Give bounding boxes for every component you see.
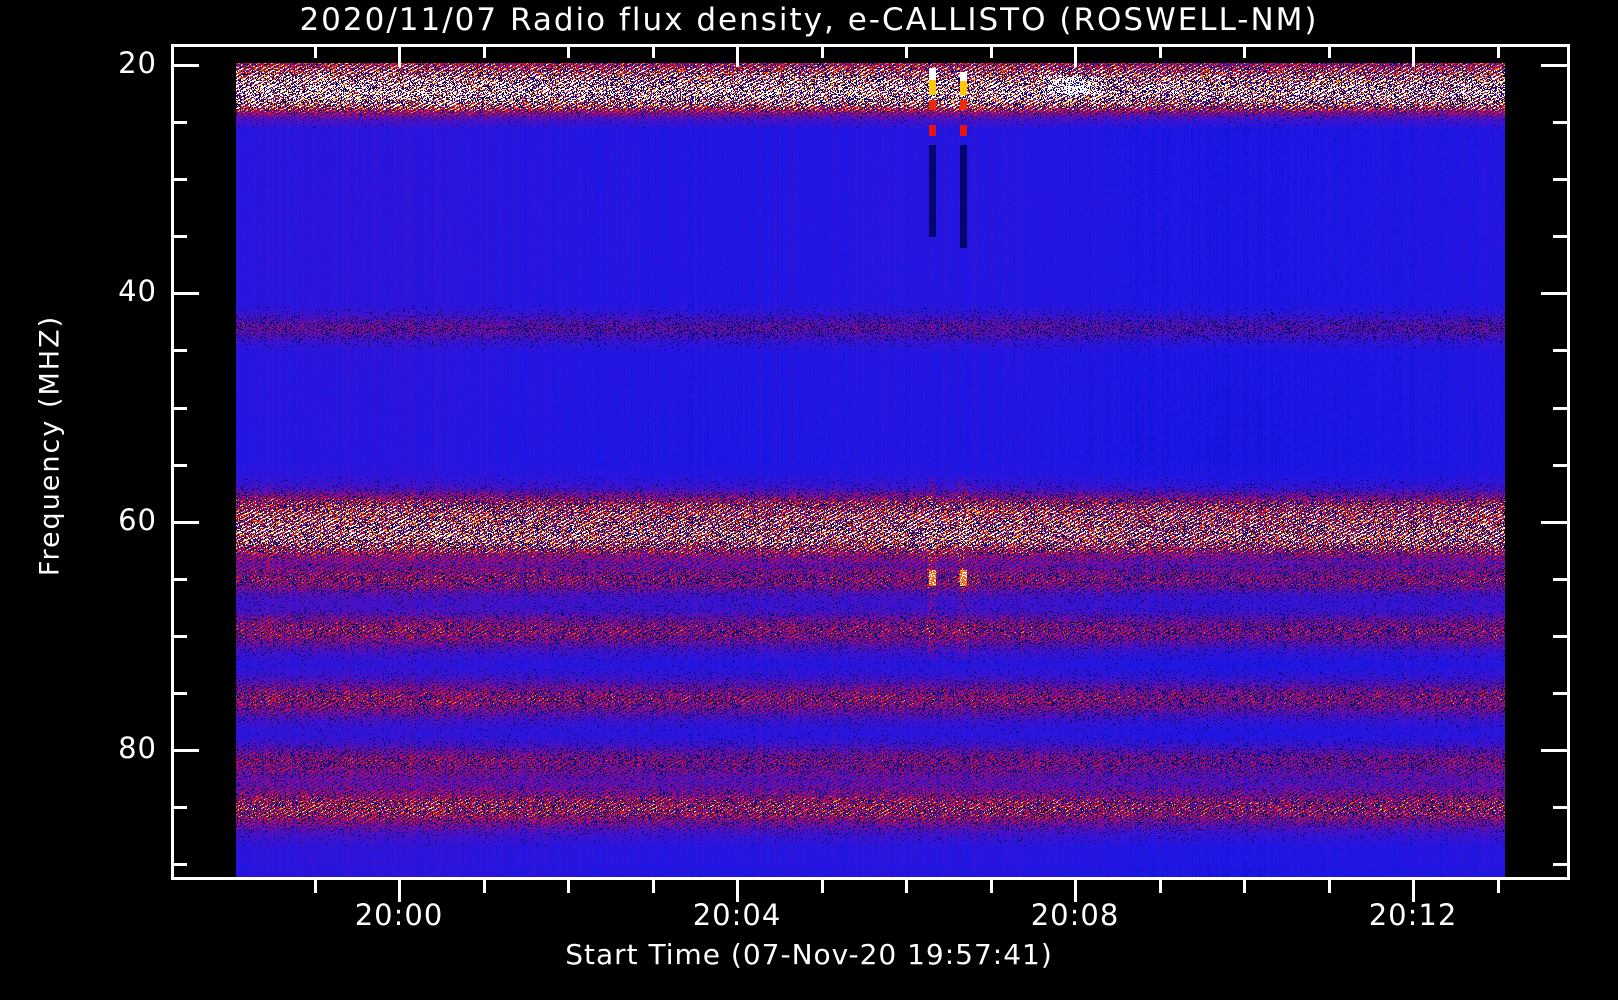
page-title: 2020/11/07 Radio flux density, e-CALLIST… (299, 2, 1319, 38)
y-tick-right-75 (1553, 691, 1569, 695)
y-tick-70 (171, 634, 187, 638)
x-tick-top-3 (651, 45, 655, 58)
x-tick-label-2004: 20:04 (692, 898, 782, 932)
y-tick-right-85 (1553, 806, 1569, 810)
x-tick-top-12 (1412, 45, 1415, 67)
y-tick-40 (171, 292, 199, 296)
x-tick-4 (736, 880, 739, 902)
y-tick-right-30 (1553, 178, 1569, 182)
y-tick-label-60: 60 (118, 502, 157, 537)
x-tick-3 (651, 880, 655, 893)
x-tick-13 (1496, 880, 1500, 893)
x-axis-title: Start Time (07-Nov-20 19:57:41) (565, 938, 1053, 971)
x-tick-9 (1158, 880, 1162, 893)
y-tick-right-35 (1553, 235, 1569, 239)
x-tick-label-2012: 20:12 (1368, 898, 1458, 932)
x-tick-1 (482, 880, 486, 893)
y-tick-right-20 (1541, 64, 1569, 67)
x-tick-top-4 (736, 45, 739, 67)
y-tick-45 (171, 349, 187, 353)
x-tick-top-5 (820, 45, 824, 58)
y-tick-30 (171, 178, 187, 182)
x-tick-7 (989, 880, 993, 893)
y-tick-right-60 (1541, 520, 1569, 524)
spectrogram-plot-area (236, 63, 1505, 880)
y-tick-label-20: 20 (118, 46, 157, 80)
y-tick-25 (171, 121, 187, 125)
y-tick-55 (171, 463, 187, 467)
y-tick-right-90 (1553, 863, 1569, 867)
x-tick-top-7 (989, 45, 993, 58)
x-tick-top-11 (1327, 45, 1331, 58)
y-tick-right-65 (1553, 577, 1569, 581)
x-tick-6 (905, 880, 908, 893)
x-tick-top-9 (1158, 45, 1162, 58)
x-tick-top-6 (905, 45, 908, 58)
x-tick-0 (398, 880, 401, 902)
y-tick-right-70 (1553, 634, 1569, 638)
x-tick-top-1 (482, 45, 486, 58)
y-tick-35 (171, 235, 187, 239)
y-tick-50 (171, 406, 187, 410)
y-tick-80 (171, 749, 199, 752)
x-tick-top-8 (1074, 45, 1077, 67)
y-tick-75 (171, 691, 187, 695)
x-tick-10 (1243, 880, 1246, 893)
y-tick-90 (171, 863, 187, 867)
x-tick-11 (1327, 880, 1331, 893)
y-tick-right-50 (1553, 406, 1569, 410)
y-tick-60 (171, 520, 199, 524)
x-tick-label-2008: 20:08 (1030, 898, 1120, 932)
y-tick-right-25 (1553, 121, 1569, 125)
x-tick-top-10 (1243, 45, 1246, 58)
x-tick-top-2 (567, 45, 570, 58)
y-tick-65 (171, 577, 187, 581)
y-axis-title: Frequency (MHZ) (34, 314, 66, 577)
x-tick-label-2000: 20:00 (354, 898, 444, 932)
x-tick-2 (567, 880, 570, 893)
y-tick-label-80: 80 (118, 731, 157, 765)
y-tick-85 (171, 806, 187, 810)
y-tick-label-40: 40 (118, 274, 157, 309)
x-tick-top--1 (313, 45, 317, 58)
y-tick-right-45 (1553, 349, 1569, 353)
y-tick-20 (171, 64, 199, 67)
x-tick-5 (820, 880, 824, 893)
spectrogram-canvas (236, 63, 1505, 880)
x-tick-top-0 (398, 45, 401, 67)
y-tick-right-80 (1541, 749, 1569, 752)
y-tick-right-40 (1541, 292, 1569, 296)
x-tick-12 (1412, 880, 1415, 902)
axis-frame (171, 44, 1570, 880)
x-tick-8 (1074, 880, 1077, 902)
x-tick--1 (313, 880, 317, 893)
x-tick-top-13 (1496, 45, 1500, 58)
y-tick-right-55 (1553, 463, 1569, 467)
